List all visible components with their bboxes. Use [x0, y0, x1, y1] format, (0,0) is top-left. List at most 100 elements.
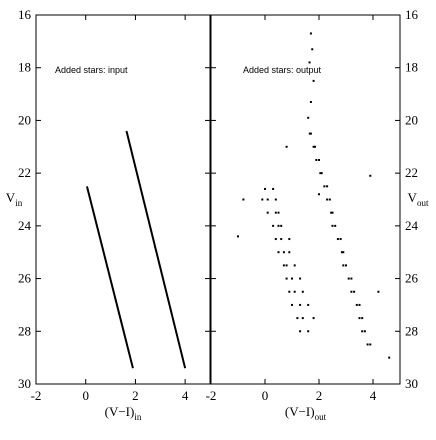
star-point	[274, 238, 277, 241]
y-tick-label: 30	[18, 376, 31, 391]
star-point	[280, 224, 283, 227]
star-point	[277, 211, 280, 214]
star-point	[377, 290, 380, 293]
star-point	[266, 211, 269, 214]
star-point	[309, 100, 312, 103]
plot-frame	[35, 14, 211, 385]
star-point	[328, 198, 331, 201]
star-point	[345, 264, 347, 267]
star-point	[342, 251, 345, 254]
star-point	[363, 330, 366, 333]
y-axis-label-main: V	[6, 190, 16, 205]
x-tick-label: 2	[132, 388, 139, 403]
star-point	[323, 185, 326, 188]
star-point	[307, 330, 310, 333]
y-axis-label-sub: in	[15, 198, 23, 208]
y-tick-label: 20	[18, 112, 31, 127]
x-tick-label: 0	[262, 388, 269, 403]
y-tick-label: 28	[405, 323, 418, 338]
star-point	[315, 158, 318, 161]
star-point	[309, 32, 312, 35]
star-point	[285, 277, 288, 280]
x-tick-label: 0	[82, 388, 89, 403]
x-axis-label: (V−I)out	[285, 404, 327, 422]
star-point	[320, 172, 323, 175]
x-tick-label: 4	[182, 388, 189, 403]
star-point	[280, 238, 283, 241]
star-point	[330, 211, 333, 214]
star-point	[274, 211, 277, 214]
star-point	[319, 172, 322, 175]
x-tick-label: 2	[316, 388, 323, 403]
annotation: Added stars: input	[55, 65, 128, 75]
star-point	[285, 145, 288, 148]
y-tick-label: 16	[405, 7, 419, 22]
star-point	[312, 145, 315, 148]
star-point	[299, 303, 302, 306]
star-point	[326, 198, 329, 201]
star-point	[288, 238, 291, 241]
star-point	[288, 251, 291, 254]
x-axis-label-sub: out	[315, 412, 327, 422]
y-tick-label: 26	[18, 271, 32, 286]
star-point	[369, 174, 372, 177]
star-point	[361, 317, 364, 320]
star-point	[299, 330, 302, 333]
y-tick-label: 16	[18, 7, 32, 22]
star-point	[358, 317, 361, 320]
star-point	[331, 211, 334, 214]
y-tick-label: 18	[405, 60, 418, 75]
star-point	[313, 145, 316, 148]
star-point	[312, 79, 315, 82]
x-axis-label-main: (V−I)	[105, 404, 135, 419]
star-point	[293, 264, 296, 267]
star-point	[358, 303, 361, 306]
star-point	[288, 290, 291, 293]
star-point	[309, 132, 312, 135]
star-point	[312, 317, 315, 320]
y-tick-label: 28	[18, 323, 31, 338]
star-point	[272, 187, 275, 190]
sequence-line	[85, 186, 134, 369]
star-point	[318, 193, 320, 196]
star-point	[336, 238, 339, 241]
y-tick-label: 18	[18, 60, 31, 75]
star-point	[361, 330, 364, 333]
star-point	[334, 224, 337, 227]
star-point	[299, 277, 302, 280]
star-point	[350, 277, 353, 280]
star-point	[342, 264, 345, 267]
star-point	[282, 264, 285, 267]
y-axis-label-sub: out	[417, 198, 429, 208]
y-tick-label: 26	[405, 271, 419, 286]
y-axis-label: Vout	[408, 190, 429, 208]
star-point	[274, 198, 277, 201]
y-axis-label: Vin	[6, 190, 23, 208]
y-tick-label: 22	[18, 165, 31, 180]
y-axis-label-main: V	[408, 190, 418, 205]
y-tick-label: 24	[405, 218, 419, 233]
star-point	[301, 290, 304, 293]
x-axis-label-sub: in	[134, 412, 142, 422]
y-tick-label: 22	[405, 165, 418, 180]
star-point	[369, 343, 372, 346]
annotation: Added stars: output	[243, 65, 322, 75]
star-point	[282, 251, 285, 254]
star-point	[307, 303, 310, 306]
star-point	[272, 224, 275, 227]
star-point	[237, 235, 239, 238]
star-point	[326, 185, 329, 188]
star-point	[291, 277, 293, 280]
star-point	[366, 343, 369, 346]
star-point	[308, 61, 311, 64]
star-point	[293, 290, 296, 293]
star-point	[353, 290, 356, 293]
star-point	[347, 277, 350, 280]
star-point	[277, 251, 280, 254]
star-point	[355, 303, 358, 306]
x-tick-label: -2	[206, 388, 217, 403]
y-tick-label: 24	[18, 218, 32, 233]
star-point	[291, 303, 293, 306]
